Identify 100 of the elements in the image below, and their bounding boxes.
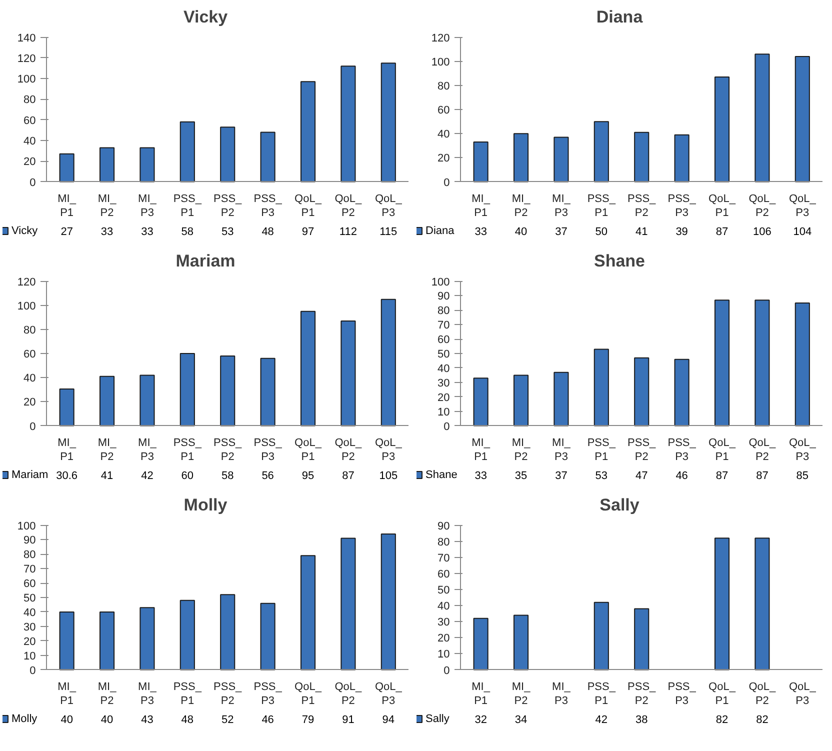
y-tick-label: 0: [444, 176, 450, 189]
data-label: 48: [262, 226, 274, 238]
y-tick-label: 40: [437, 362, 450, 375]
y-tick-label: 30: [437, 616, 450, 629]
x-tick-label: MI_ P3: [138, 680, 158, 708]
data-label: 94: [382, 714, 395, 726]
x-tick-label: PSS_ P2: [628, 436, 657, 464]
y-tick-label: 10: [437, 648, 450, 661]
data-label: 87: [342, 470, 354, 482]
y-tick-label: 70: [437, 552, 450, 564]
x-tick-label: QoL_ P3: [788, 192, 817, 220]
x-tick-label: MI_ P2: [512, 436, 532, 464]
data-label: 52: [221, 714, 234, 726]
y-tick-label: 60: [23, 578, 36, 590]
legend-label: Vicky: [12, 224, 38, 237]
data-label: 27: [60, 226, 73, 238]
chart-title: Sally: [600, 496, 640, 514]
y-tick-label: 90: [437, 520, 450, 532]
x-tick-label: PSS_ P1: [173, 680, 202, 708]
x-tick-label: MI_ P1: [58, 192, 77, 220]
y-tick-label: 120: [431, 32, 450, 44]
y-tick-label: 80: [23, 324, 36, 336]
data-label: 37: [555, 226, 568, 238]
data-label: 41: [100, 470, 114, 482]
x-tick-label: MI_ P3: [552, 192, 572, 220]
data-label: 40: [100, 714, 114, 726]
x-tick-label: QoL_ P1: [708, 436, 736, 464]
y-tick-label: 40: [23, 136, 36, 148]
data-label: 87: [716, 470, 728, 482]
x-tick-label: MI_ P1: [472, 680, 491, 708]
data-label: 37: [555, 470, 568, 482]
y-tick-label: 20: [23, 636, 36, 648]
y-tick-label: 0: [444, 420, 450, 433]
x-tick-label: PSS_ P2: [628, 192, 657, 220]
data-label: 91: [342, 714, 354, 726]
x-tick-label: QoL_ P2: [748, 192, 777, 220]
y-tick-label: 40: [23, 606, 36, 619]
y-tick-label: 0: [30, 664, 36, 677]
y-tick-label: 60: [437, 334, 450, 346]
data-label: 112: [339, 226, 357, 238]
legend-label: Diana: [426, 224, 456, 237]
x-tick-label: PSS_ P3: [254, 192, 283, 220]
data-label: 53: [221, 226, 234, 238]
y-tick-label: 100: [431, 56, 450, 68]
y-tick-label: 70: [437, 320, 450, 332]
y-tick-label: 120: [17, 52, 36, 65]
x-tick-label: PSS_ P3: [668, 192, 697, 220]
y-tick-label: 40: [23, 372, 36, 385]
x-tick-label: PSS_ P3: [254, 436, 283, 464]
y-tick-label: 20: [23, 156, 36, 168]
y-tick-label: 80: [437, 305, 450, 318]
data-label: 87: [716, 226, 728, 238]
y-tick-label: 40: [437, 128, 450, 141]
data-label: 82: [716, 714, 728, 726]
data-label: 58: [221, 470, 234, 482]
data-label: 97: [302, 226, 314, 238]
x-tick-label: MI_ P1: [472, 192, 491, 220]
data-label: 79: [302, 714, 314, 726]
data-label: 34: [514, 714, 528, 726]
data-label: 32: [474, 714, 487, 726]
y-tick-label: 40: [437, 600, 450, 613]
data-label: 42: [595, 714, 608, 726]
y-tick-label: 20: [437, 152, 450, 165]
x-tick-label: QoL_ P2: [748, 436, 777, 464]
data-label: 56: [262, 470, 274, 482]
y-tick-label: 50: [23, 592, 36, 605]
data-label: 40: [514, 226, 528, 238]
x-tick-label: PSS_ P2: [214, 436, 243, 464]
y-tick-label: 70: [23, 564, 36, 576]
y-tick-label: 60: [23, 114, 36, 127]
y-tick-label: 60: [437, 104, 450, 117]
x-tick-label: MI_ P2: [98, 680, 118, 708]
x-tick-label: MI_ P1: [58, 436, 77, 464]
data-label: 58: [181, 226, 194, 238]
chart-title: Vicky: [183, 8, 228, 26]
y-tick-label: 80: [437, 80, 450, 92]
data-label: 47: [635, 470, 648, 482]
y-tick-label: 20: [23, 396, 36, 409]
x-tick-label: QoL_ P1: [294, 680, 322, 708]
data-label: 33: [474, 226, 487, 238]
y-tick-label: 0: [30, 176, 36, 189]
x-tick-label: MI_ P3: [552, 436, 572, 464]
x-tick-label: PSS_ P2: [628, 680, 657, 708]
y-tick-label: 60: [23, 348, 36, 361]
x-tick-label: MI_ P3: [552, 680, 572, 708]
x-tick-label: QoL_ P3: [374, 192, 403, 220]
legend-label: Molly: [12, 712, 38, 725]
x-tick-label: PSS_ P3: [668, 436, 697, 464]
data-label: 85: [796, 470, 809, 482]
x-tick-label: MI_ P2: [512, 680, 532, 708]
y-tick-label: 80: [23, 94, 36, 106]
data-label: 42: [141, 470, 154, 482]
y-tick-label: 50: [437, 348, 450, 361]
x-tick-label: PSS_ P3: [668, 680, 697, 708]
x-tick-label: QoL_ P3: [788, 436, 817, 464]
data-label: 95: [302, 470, 314, 482]
x-tick-label: PSS_ P1: [173, 436, 202, 464]
x-tick-label: MI_ P2: [98, 192, 118, 220]
chart-title: Shane: [594, 252, 646, 270]
y-tick-label: 100: [17, 520, 36, 532]
